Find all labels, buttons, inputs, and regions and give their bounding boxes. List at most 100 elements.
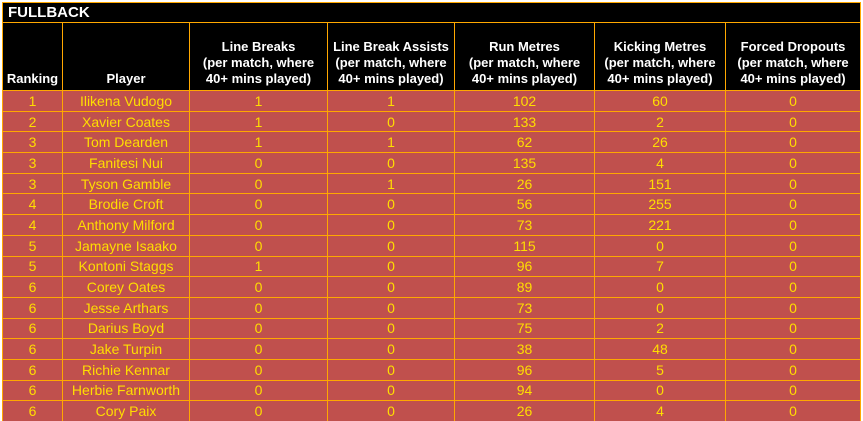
player-cell: Fanitesi Nui <box>62 152 190 174</box>
player-cell: Brodie Croft <box>62 193 190 216</box>
ranking-cell: 3 <box>2 131 63 154</box>
ranking-cell: 6 <box>2 296 63 319</box>
line-break-assists-cell: 0 <box>327 400 455 421</box>
kicking-metres-cell: 151 <box>594 172 726 195</box>
ranking-cell: 1 <box>2 90 63 112</box>
kicking-metres-cell: 0 <box>594 276 726 298</box>
line-break-assists-cell: 0 <box>327 214 455 236</box>
run-metres-cell: 38 <box>454 338 595 360</box>
forced-dropouts-cell: 0 <box>724 317 862 340</box>
table-row: 5 Kontoni Staggs 1 0 96 7 0 <box>2 255 862 278</box>
ranking-cell: 6 <box>2 338 63 360</box>
table-row: 6 Jake Turpin 0 0 38 48 0 <box>2 338 862 360</box>
run-metres-cell: 102 <box>454 90 595 112</box>
line-breaks-cell: 0 <box>189 214 328 236</box>
line-breaks-cell: 0 <box>189 296 328 319</box>
table-row: 3 Tyson Gamble 0 1 26 151 0 <box>2 172 862 195</box>
forced-dropouts-cell: 0 <box>724 276 862 298</box>
run-metres-cell: 96 <box>454 255 595 278</box>
line-breaks-cell: 0 <box>189 338 328 360</box>
column-header-player: Player <box>62 22 190 91</box>
forced-dropouts-cell: 0 <box>724 358 862 381</box>
forced-dropouts-cell: 0 <box>724 90 862 112</box>
column-header-run-metres: Run Metres (per match, where 40+ mins pl… <box>454 22 595 91</box>
run-metres-cell: 115 <box>454 234 595 257</box>
table-row: 2 Xavier Coates 1 0 133 2 0 <box>2 110 862 133</box>
line-break-assists-cell: 0 <box>327 152 455 174</box>
table-row: 5 Jamayne Isaako 0 0 115 0 0 <box>2 234 862 257</box>
column-header-line-breaks: Line Breaks (per match, where 40+ mins p… <box>189 22 328 91</box>
player-cell: Jesse Arthars <box>62 296 190 319</box>
line-breaks-cell: 1 <box>189 255 328 278</box>
forced-dropouts-cell: 0 <box>724 234 862 257</box>
line-break-assists-cell: 0 <box>327 317 455 340</box>
player-cell: Tom Dearden <box>62 131 190 154</box>
line-break-assists-cell: 0 <box>327 110 455 133</box>
ranking-cell: 5 <box>2 255 63 278</box>
line-break-assists-cell: 0 <box>327 338 455 360</box>
line-break-assists-cell: 0 <box>327 255 455 278</box>
column-header-line-break-assists: Line Break Assists (per match, where 40+… <box>327 22 455 91</box>
line-break-assists-cell: 0 <box>327 379 455 402</box>
column-header-ranking: Ranking <box>2 22 63 91</box>
player-cell: Jamayne Isaako <box>62 234 190 257</box>
line-breaks-cell: 0 <box>189 193 328 216</box>
ranking-cell: 6 <box>2 379 63 402</box>
player-cell: Ilikena Vudogo <box>62 90 190 112</box>
table-row: 3 Tom Dearden 1 1 62 26 0 <box>2 131 862 154</box>
line-break-assists-cell: 1 <box>327 90 455 112</box>
player-cell: Cory Paix <box>62 400 190 421</box>
forced-dropouts-cell: 0 <box>724 110 862 133</box>
run-metres-cell: 75 <box>454 317 595 340</box>
kicking-metres-cell: 0 <box>594 379 726 402</box>
line-breaks-cell: 1 <box>189 131 328 154</box>
line-break-assists-cell: 0 <box>327 296 455 319</box>
line-breaks-cell: 0 <box>189 317 328 340</box>
kicking-metres-cell: 221 <box>594 214 726 236</box>
kicking-metres-cell: 2 <box>594 317 726 340</box>
run-metres-cell: 135 <box>454 152 595 174</box>
ranking-cell: 3 <box>2 172 63 195</box>
table-row: 6 Richie Kennar 0 0 96 5 0 <box>2 358 862 381</box>
line-break-assists-cell: 0 <box>327 276 455 298</box>
forced-dropouts-cell: 0 <box>724 131 862 154</box>
forced-dropouts-cell: 0 <box>724 193 862 216</box>
kicking-metres-cell: 5 <box>594 358 726 381</box>
run-metres-cell: 73 <box>454 296 595 319</box>
line-break-assists-cell: 0 <box>327 193 455 216</box>
table-row: 6 Cory Paix 0 0 26 4 0 <box>2 400 862 421</box>
column-header-forced-dropouts: Forced Dropouts (per match, where 40+ mi… <box>724 22 862 91</box>
table-row: 1 Ilikena Vudogo 1 1 102 60 0 <box>2 90 862 112</box>
line-breaks-cell: 1 <box>189 110 328 133</box>
run-metres-cell: 96 <box>454 358 595 381</box>
run-metres-cell: 26 <box>454 400 595 421</box>
table-body: 1 Ilikena Vudogo 1 1 102 60 0 2 Xavier Coates 1 0 1… <box>2 90 862 421</box>
forced-dropouts-cell: 0 <box>724 172 862 195</box>
ranking-cell: 6 <box>2 400 63 421</box>
ranking-cell: 4 <box>2 214 63 236</box>
forced-dropouts-cell: 0 <box>724 214 862 236</box>
ranking-cell: 6 <box>2 358 63 381</box>
table-row: 3 Fanitesi Nui 0 0 135 4 0 <box>2 152 862 174</box>
forced-dropouts-cell: 0 <box>724 400 862 421</box>
kicking-metres-cell: 0 <box>594 296 726 319</box>
forced-dropouts-cell: 0 <box>724 255 862 278</box>
table-row: 6 Darius Boyd 0 0 75 2 0 <box>2 317 862 340</box>
run-metres-cell: 56 <box>454 193 595 216</box>
player-cell: Darius Boyd <box>62 317 190 340</box>
kicking-metres-cell: 255 <box>594 193 726 216</box>
kicking-metres-cell: 2 <box>594 110 726 133</box>
kicking-metres-cell: 4 <box>594 400 726 421</box>
kicking-metres-cell: 4 <box>594 152 726 174</box>
player-cell: Kontoni Staggs <box>62 255 190 278</box>
run-metres-cell: 89 <box>454 276 595 298</box>
player-cell: Richie Kennar <box>62 358 190 381</box>
line-break-assists-cell: 0 <box>327 358 455 381</box>
line-breaks-cell: 0 <box>189 152 328 174</box>
run-metres-cell: 133 <box>454 110 595 133</box>
line-breaks-cell: 0 <box>189 400 328 421</box>
ranking-cell: 2 <box>2 110 63 133</box>
forced-dropouts-cell: 0 <box>724 338 862 360</box>
ranking-cell: 5 <box>2 234 63 257</box>
